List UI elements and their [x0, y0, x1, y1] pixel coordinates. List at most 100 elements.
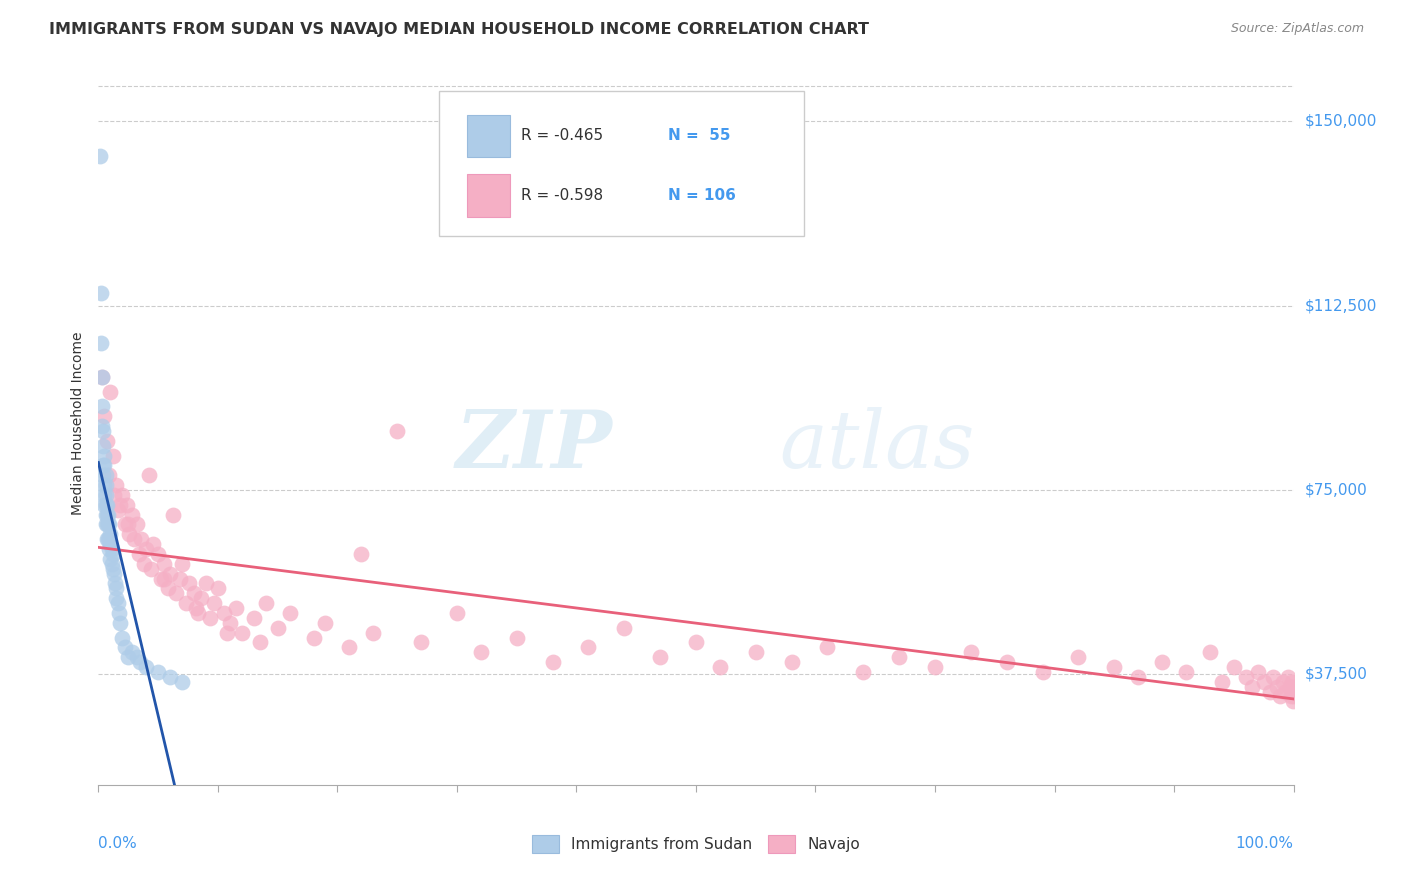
Point — [302, 631, 325, 645]
Point — [153, 557, 176, 571]
Point — [1277, 670, 1299, 684]
Point — [121, 645, 143, 659]
Point — [96, 508, 118, 522]
Point — [96, 434, 118, 448]
Point — [190, 591, 212, 606]
Point — [1258, 684, 1281, 698]
Point — [91, 400, 114, 414]
Y-axis label: Median Household Income: Median Household Income — [72, 332, 86, 516]
Point — [578, 640, 600, 655]
Point — [231, 625, 253, 640]
Point — [98, 517, 121, 532]
Point — [94, 488, 117, 502]
Point — [93, 458, 115, 473]
Point — [105, 582, 128, 596]
Text: 100.0%: 100.0% — [1236, 836, 1294, 851]
Point — [93, 478, 115, 492]
Point — [94, 498, 117, 512]
Point — [135, 542, 157, 557]
Point — [103, 488, 125, 502]
Point — [117, 517, 139, 532]
Point — [1270, 690, 1292, 704]
Point — [135, 660, 157, 674]
Point — [470, 645, 492, 659]
Text: R = -0.465: R = -0.465 — [522, 128, 603, 144]
Point — [94, 508, 117, 522]
Point — [129, 655, 152, 669]
Point — [852, 665, 875, 679]
Point — [131, 532, 153, 546]
Text: N =  55: N = 55 — [668, 128, 731, 144]
Point — [93, 449, 115, 463]
Point — [541, 655, 564, 669]
Point — [254, 596, 277, 610]
Point — [101, 562, 124, 576]
Point — [212, 606, 235, 620]
Point — [105, 478, 128, 492]
Text: R = -0.598: R = -0.598 — [522, 188, 603, 203]
Point — [685, 635, 707, 649]
Point — [148, 665, 170, 679]
Text: 0.0%: 0.0% — [98, 836, 138, 851]
Point — [121, 508, 143, 522]
Text: $112,500: $112,500 — [1305, 298, 1376, 313]
Point — [217, 625, 239, 640]
Text: $37,500: $37,500 — [1305, 667, 1368, 681]
Point — [107, 606, 129, 620]
Point — [1199, 645, 1222, 659]
Text: $75,000: $75,000 — [1305, 483, 1368, 498]
Point — [117, 650, 139, 665]
Point — [207, 582, 229, 596]
Point — [93, 498, 115, 512]
Point — [1281, 674, 1303, 689]
Point — [100, 542, 122, 557]
Point — [96, 498, 118, 512]
Point — [1282, 680, 1305, 694]
Point — [186, 601, 208, 615]
Point — [174, 596, 197, 610]
Text: IMMIGRANTS FROM SUDAN VS NAVAJO MEDIAN HOUSEHOLD INCOME CORRELATION CHART: IMMIGRANTS FROM SUDAN VS NAVAJO MEDIAN H… — [49, 22, 869, 37]
Point — [159, 670, 181, 684]
Point — [249, 635, 271, 649]
Point — [179, 576, 201, 591]
Point — [94, 517, 117, 532]
Point — [924, 660, 946, 674]
Point — [97, 508, 120, 522]
Point — [1152, 655, 1174, 669]
Text: Source: ZipAtlas.com: Source: ZipAtlas.com — [1230, 22, 1364, 36]
Point — [90, 335, 112, 350]
Point — [125, 517, 148, 532]
Point — [243, 611, 266, 625]
Point — [446, 606, 468, 620]
Point — [1271, 674, 1294, 689]
Point — [198, 611, 221, 625]
Point — [153, 572, 176, 586]
Point — [100, 557, 122, 571]
Point — [89, 149, 111, 163]
Point — [219, 615, 242, 630]
Point — [93, 409, 115, 424]
Point — [91, 419, 114, 434]
Point — [138, 468, 160, 483]
Point — [91, 468, 114, 483]
FancyBboxPatch shape — [467, 114, 509, 157]
Point — [108, 615, 131, 630]
Point — [98, 552, 122, 566]
Point — [90, 286, 112, 301]
Point — [363, 625, 385, 640]
Point — [1211, 674, 1233, 689]
Point — [105, 591, 128, 606]
Point — [98, 542, 121, 557]
Point — [1240, 680, 1263, 694]
Point — [506, 631, 529, 645]
Point — [159, 566, 181, 581]
Point — [132, 557, 155, 571]
Point — [96, 532, 118, 546]
Point — [169, 572, 191, 586]
Point — [1128, 670, 1150, 684]
Point — [225, 601, 247, 615]
Point — [1282, 694, 1305, 708]
Point — [745, 645, 768, 659]
Point — [142, 537, 165, 551]
Point — [128, 547, 150, 561]
